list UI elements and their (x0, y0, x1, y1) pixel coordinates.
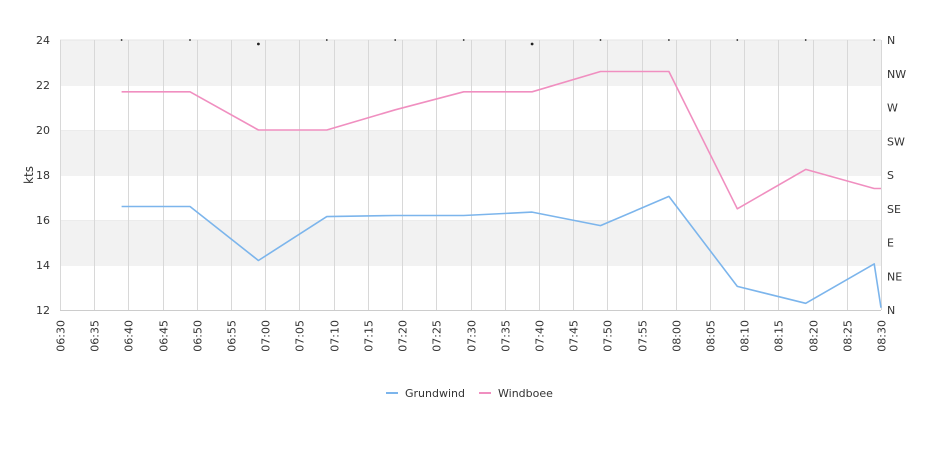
data-point-windboee[interactable] (324, 127, 330, 133)
x-tick-label: 06:55 (226, 320, 239, 352)
direction-marker (599, 39, 602, 41)
x-axis-ticks: 06:30 06:35 06:40 06:45 06:50 06:55 07:00 07:05… (55, 310, 889, 352)
y-tick-label: 18 (36, 169, 50, 182)
series-line-grundwind[interactable] (121, 195, 882, 308)
data-point-grundwind[interactable] (878, 305, 884, 311)
x-tick-label: 08:20 (808, 320, 821, 352)
x-tick-label: 07:45 (568, 320, 581, 352)
legend-item-windboee[interactable]: Windboee (479, 387, 553, 400)
x-tick-label: 08:30 (876, 320, 889, 352)
y-tick-label: 12 (36, 304, 50, 317)
data-point-grundwind[interactable] (324, 214, 330, 220)
data-point-windboee[interactable] (187, 89, 193, 95)
data-point-grundwind[interactable] (255, 258, 261, 264)
x-tick-label: 07:30 (466, 320, 479, 352)
plot-band (60, 40, 881, 85)
plot-band (60, 130, 881, 175)
direction-marker (668, 39, 670, 41)
direction-marker (736, 39, 739, 41)
x-tick-label: 08:25 (842, 320, 855, 352)
x-tick-label: 08:10 (739, 320, 752, 352)
x-tick-label: 07:55 (637, 320, 650, 352)
x-tick-label: 07:40 (534, 320, 547, 352)
x-tick-label: 07:10 (329, 320, 342, 352)
plot-bands (60, 39, 881, 310)
plot-band (60, 220, 881, 265)
direction-marker (189, 39, 191, 41)
direction-label: W (887, 102, 898, 115)
x-tick-label: 07:00 (260, 320, 273, 352)
y-axis-title: kts (22, 166, 36, 184)
y-tick-label: 16 (36, 214, 50, 227)
data-point-grundwind[interactable] (666, 193, 672, 199)
y-tick-label: 14 (36, 259, 50, 272)
x-tick-label: 06:40 (123, 320, 136, 352)
data-point-windboee[interactable] (255, 127, 261, 133)
data-point-windboee[interactable] (734, 206, 740, 212)
data-point-windboee[interactable] (666, 69, 672, 75)
x-tick-label: 07:50 (602, 320, 615, 352)
direction-label: NW (887, 68, 906, 81)
direction-marker (462, 39, 465, 41)
data-point-windboee[interactable] (529, 89, 535, 95)
legend-label-windboee: Windboee (498, 387, 553, 400)
legend-item-grundwind[interactable]: Grundwind (386, 387, 465, 400)
data-point-grundwind[interactable] (803, 300, 809, 306)
x-tick-label: 07:25 (431, 320, 444, 352)
data-point-grundwind[interactable] (871, 261, 877, 267)
direction-marker (120, 39, 123, 41)
y-tick-label: 22 (36, 79, 50, 92)
x-tick-label: 06:45 (158, 320, 171, 352)
data-point-grundwind[interactable] (392, 213, 398, 219)
direction-marker (873, 39, 876, 41)
y-tick-label: 20 (36, 124, 50, 137)
legend: Grundwind Windboee (386, 387, 553, 400)
direction-marker (325, 39, 328, 41)
x-tick-label: 06:30 (55, 320, 68, 352)
data-point-grundwind[interactable] (734, 283, 740, 289)
direction-label: E (887, 237, 894, 250)
vertical-gridlines (60, 40, 882, 310)
x-tick-label: 08:00 (671, 320, 684, 352)
data-point-windboee[interactable] (878, 186, 884, 192)
x-tick-label: 07:35 (500, 320, 513, 352)
y-tick-label: 24 (36, 34, 50, 47)
data-point-grundwind[interactable] (187, 204, 193, 210)
direction-marker (804, 39, 807, 41)
series-layer (119, 69, 884, 311)
direction-label: SW (887, 135, 905, 148)
plot-band (60, 265, 881, 310)
x-tick-label: 06:35 (89, 320, 102, 352)
data-point-windboee[interactable] (871, 186, 877, 192)
x-tick-label: 06:50 (192, 320, 205, 352)
data-point-grundwind[interactable] (529, 209, 535, 215)
x-tick-label: 07:15 (363, 320, 376, 352)
direction-label: N (887, 34, 895, 47)
data-point-windboee[interactable] (598, 69, 604, 75)
series-line-windboee[interactable] (121, 70, 881, 210)
legend-label-grundwind: Grundwind (405, 387, 465, 400)
direction-marker (257, 42, 260, 46)
data-point-grundwind[interactable] (119, 204, 125, 210)
direction-label: NE (887, 270, 902, 283)
direction-marker (530, 42, 534, 46)
x-tick-label: 07:05 (294, 320, 307, 352)
data-point-grundwind[interactable] (461, 213, 467, 219)
x-tick-label: 07:20 (397, 320, 410, 352)
data-point-windboee[interactable] (803, 166, 809, 172)
data-point-grundwind[interactable] (598, 223, 604, 229)
data-point-windboee[interactable] (392, 107, 398, 113)
y-axis-ticks: 12 14 16 18 20 22 24 (36, 34, 50, 317)
direction-label: N (887, 304, 895, 317)
data-point-windboee[interactable] (119, 89, 125, 95)
x-tick-label: 08:05 (705, 320, 718, 352)
direction-marker (394, 39, 397, 41)
direction-label: SE (887, 203, 901, 216)
x-tick-label: 08:15 (773, 320, 786, 352)
direction-markers (120, 39, 876, 46)
data-point-windboee[interactable] (461, 89, 467, 95)
right-axis-direction-labels: N NW W SW S SE E NE N (887, 34, 906, 317)
direction-label: S (887, 169, 894, 182)
